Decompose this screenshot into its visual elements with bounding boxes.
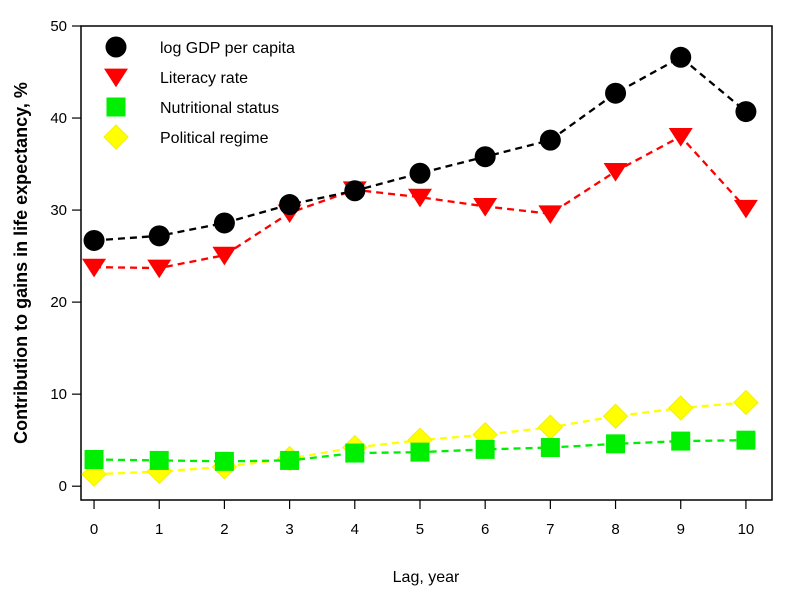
plot-frame: [80, 25, 773, 501]
legend-marker: [105, 36, 127, 58]
series-line: [94, 135, 747, 270]
data-point: [540, 438, 560, 458]
data-point: [670, 46, 692, 68]
data-point: [344, 180, 366, 202]
x-tick-label: 9: [677, 521, 685, 538]
data-point: [407, 188, 432, 208]
data-point: [668, 128, 693, 147]
data-point: [82, 258, 107, 278]
x-tick-label: 2: [220, 521, 228, 538]
legend-label: log GDP per capita: [160, 40, 295, 57]
data-point: [280, 450, 300, 470]
x-axis-title: Lag, year: [393, 569, 460, 586]
y-axis: 0 10 20 30 40 50: [50, 18, 81, 495]
y-tick-label: 50: [50, 18, 67, 35]
data-point: [474, 146, 496, 168]
legend-marker: [106, 97, 126, 117]
data-point: [149, 450, 169, 470]
x-tick-label: 4: [351, 521, 359, 538]
y-axis-title: Contribution to gains in life expectancy…: [11, 82, 31, 444]
data-point: [212, 246, 237, 266]
data-point: [603, 163, 628, 182]
data-point: [668, 395, 694, 421]
legend: log GDP per capita Literacy rate Nutrition…: [103, 36, 295, 150]
x-tick-label: 10: [738, 521, 755, 538]
y-tick-label: 30: [50, 202, 67, 219]
y-tick-label: 10: [50, 386, 67, 403]
series-1: [82, 128, 758, 279]
x-tick-label: 7: [546, 521, 554, 538]
x-tick-label: 8: [611, 521, 619, 538]
data-point: [213, 212, 235, 234]
legend-label: Literacy rate: [160, 70, 248, 87]
data-point: [345, 443, 365, 463]
series-3: [81, 389, 759, 487]
legend-marker: [103, 124, 129, 150]
series-line: [93, 55, 747, 242]
data-point: [733, 389, 759, 416]
data-point: [148, 225, 170, 247]
y-tick-label: 20: [50, 294, 67, 311]
data-point: [606, 434, 626, 454]
data-point: [538, 205, 563, 224]
x-tick-label: 3: [285, 521, 293, 538]
data-point: [410, 442, 430, 462]
x-tick-label: 0: [90, 521, 98, 538]
x-axis: 0 1 2 3 4 5 6 7 8 9 10: [90, 500, 754, 538]
legend-label: Political regime: [160, 130, 269, 147]
data-point: [736, 430, 756, 450]
data-point: [84, 450, 104, 470]
data-point: [409, 162, 431, 184]
data-point: [279, 194, 301, 216]
series-0: [83, 46, 757, 251]
x-tick-label: 1: [155, 521, 163, 538]
data-point: [671, 431, 691, 451]
data-point: [539, 129, 561, 151]
data-point: [475, 439, 495, 459]
legend-label: Nutritional status: [160, 100, 279, 117]
data-point: [537, 414, 564, 440]
data-point: [602, 403, 629, 429]
data-point: [733, 199, 758, 219]
data-point: [147, 259, 172, 279]
x-tick-label: 6: [481, 521, 489, 538]
x-tick-label: 5: [416, 521, 424, 538]
data-point: [605, 82, 627, 104]
data-point: [735, 101, 757, 123]
legend-marker: [104, 68, 128, 88]
series-layer: [81, 46, 759, 487]
series-2: [84, 430, 756, 471]
y-tick-label: 0: [59, 478, 67, 495]
data-point: [214, 451, 234, 471]
data-point: [473, 197, 498, 217]
y-tick-label: 40: [50, 110, 67, 127]
data-point: [83, 229, 105, 251]
